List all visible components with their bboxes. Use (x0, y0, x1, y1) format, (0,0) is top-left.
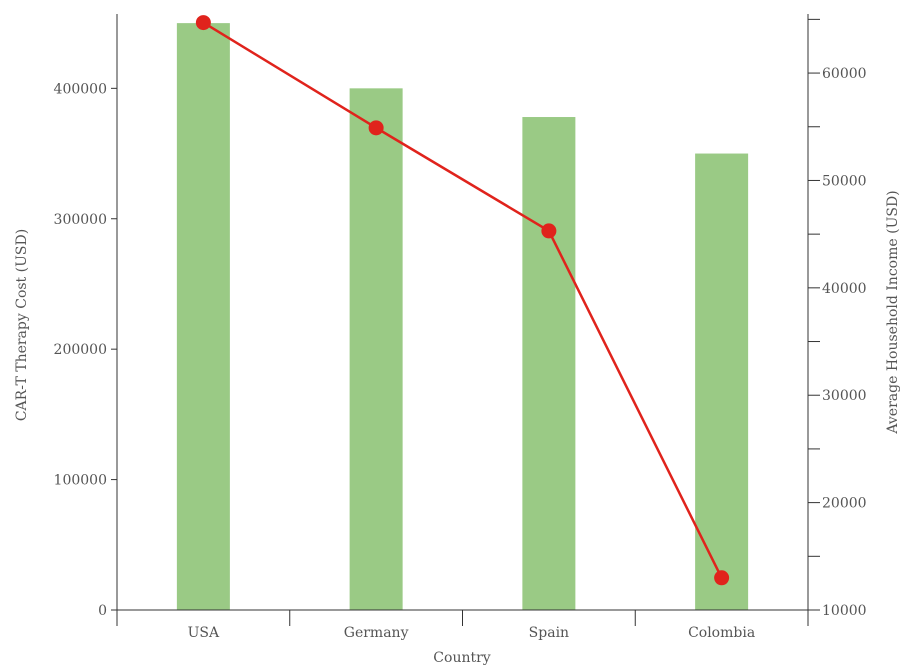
income-line (202, 21, 723, 579)
income-point-germany (368, 120, 384, 136)
x-tick-label: Colombia (688, 625, 755, 641)
left-tick-label: 400000 (54, 81, 107, 97)
left-tick-label: 0 (98, 603, 107, 619)
right-tick-label: 30000 (822, 388, 867, 404)
right-axis-title: Average Household Income (USD) (885, 190, 901, 434)
x-tick-label: Spain (529, 625, 569, 641)
bar-colombia (695, 153, 749, 610)
income-point-colombia (714, 570, 730, 586)
right-tick-label: 40000 (822, 281, 867, 297)
x-tick-label: Germany (344, 625, 409, 641)
bar-usa (176, 23, 230, 611)
left-axis-ticks: 0 100000 200000 300000 400000 (54, 81, 117, 619)
bar-series (176, 23, 749, 611)
left-tick-label: 200000 (54, 342, 107, 358)
x-axis-ticks: USA Germany Spain Colombia (116, 610, 809, 641)
line-series (195, 15, 730, 586)
right-tick-label: 20000 (822, 496, 867, 512)
left-tick-label: 300000 (54, 212, 107, 228)
income-point-usa (195, 15, 211, 31)
right-tick-label: 10000 (822, 603, 867, 619)
bar-spain (522, 117, 576, 611)
bar-germany (349, 88, 403, 611)
income-point-spain (541, 223, 557, 239)
right-tick-label: 60000 (822, 66, 867, 82)
x-tick-label: USA (188, 625, 220, 641)
right-axis-ticks: 10000 20000 30000 40000 50000 60000 (808, 18, 867, 619)
x-axis-title: Country (433, 650, 490, 665)
right-tick-label: 50000 (822, 173, 867, 189)
left-tick-label: 100000 (54, 473, 107, 489)
left-axis-title: CAR-T Therapy Cost (USD) (14, 229, 30, 421)
